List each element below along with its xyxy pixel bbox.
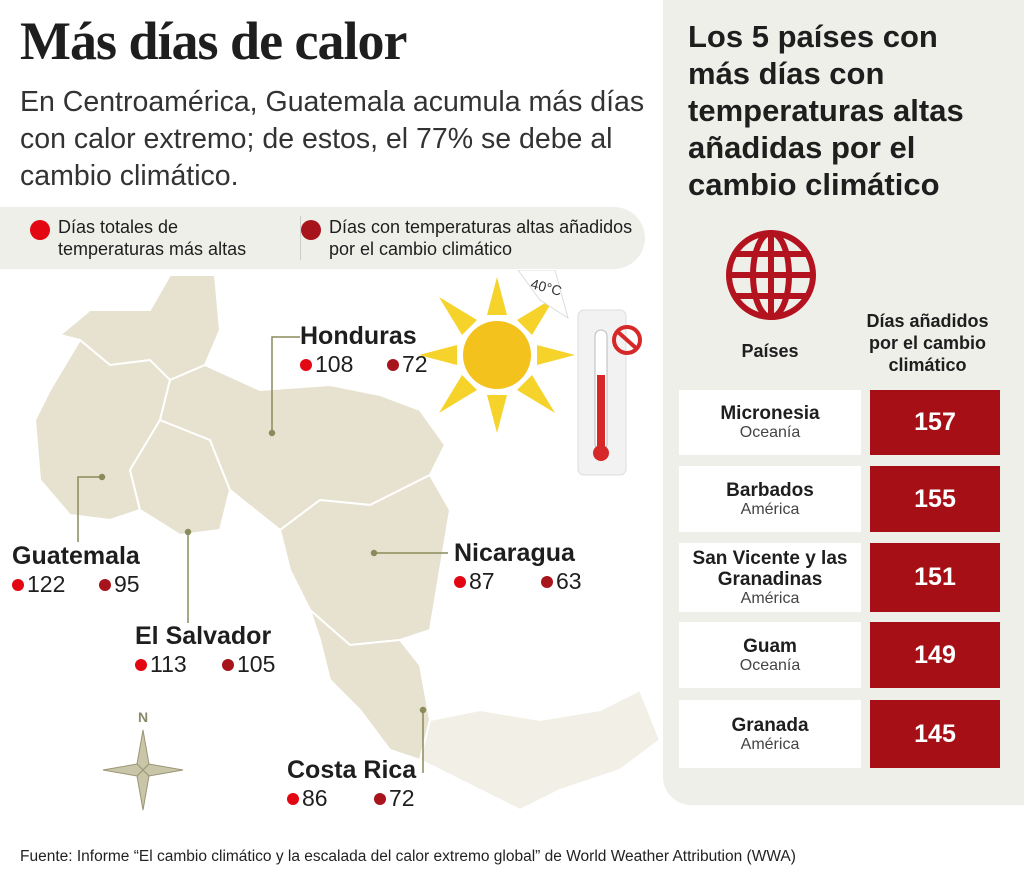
legend-label: Días totales de temperaturas más altas (58, 217, 247, 259)
country-name: Nicaragua (454, 539, 575, 567)
legend-item: Días totales de temperaturas más altas (30, 216, 280, 260)
value-dot (287, 792, 299, 805)
value-dot (135, 658, 147, 671)
country-value: 87 (469, 568, 495, 594)
value-dot (99, 578, 111, 591)
country-value: 108 (315, 351, 354, 377)
table-value: 149 (870, 622, 1000, 688)
country-name: Guatemala (12, 542, 140, 570)
table-row-country: Guam Oceanía (679, 622, 861, 688)
table-row-country: San Vicente y las Granadinas América (679, 543, 861, 612)
country-value: 95 (114, 571, 140, 597)
legend-label: Días con temperaturas altas añadidos por… (329, 217, 633, 259)
value-dot (541, 575, 553, 588)
value-dot (454, 575, 466, 588)
region-name: América (740, 500, 800, 518)
compass-label: N (138, 709, 148, 725)
country-name: San Vicente y las Granadinas (692, 547, 848, 590)
legend (0, 207, 645, 269)
country-values: 108 72 (300, 351, 452, 378)
region-name: Oceanía (739, 424, 801, 441)
country-values: 113 105 (135, 651, 287, 678)
region-name: América (740, 735, 800, 753)
region-name: América (740, 589, 800, 607)
panel-title: Los 5 países con más días con temperatur… (688, 19, 964, 202)
table-value: 155 (870, 466, 1000, 532)
table-row-country: Granada América (679, 700, 861, 768)
value-dot (222, 658, 234, 671)
table-header: Países (741, 341, 799, 361)
legend-item: Días con temperaturas altas añadidos por… (300, 216, 636, 260)
country-name: Micronesia (720, 403, 820, 424)
source: Fuente: Informe “El cambio climático y l… (20, 848, 796, 865)
country-name: El Salvador (135, 622, 272, 650)
region-name: Oceanía (739, 656, 801, 674)
country-value: 72 (402, 351, 428, 377)
table-header: Días añadidos por el cambio climático (866, 311, 989, 375)
country-value: 72 (389, 785, 415, 811)
country-name: Costa Rica (287, 756, 417, 784)
country-value: 122 (27, 571, 66, 597)
subtitle: En Centroamérica, Guatemala acumula más … (20, 86, 645, 192)
map: N 40°C (33, 270, 662, 812)
country-name: Granada (731, 714, 809, 736)
value-dot (374, 792, 386, 805)
country-values: 87 63 (454, 568, 606, 595)
title: Más días de calor (20, 11, 407, 71)
sun-icon (419, 277, 575, 433)
country-values: 86 72 (287, 785, 439, 812)
legend-dot (301, 220, 321, 240)
country-values: 122 95 (12, 571, 164, 598)
value-dot (12, 578, 24, 591)
country-value: 63 (556, 568, 582, 594)
value-dot (387, 358, 399, 371)
value-dot (300, 358, 312, 371)
table-value: 157 (870, 390, 1000, 455)
thermometer-icon (517, 270, 642, 476)
country-value: 105 (237, 651, 276, 677)
table-row-country: Barbados América (679, 466, 861, 532)
country-value: 113 (150, 651, 187, 677)
thermometer-label: 40°C (529, 275, 563, 299)
country-name: Barbados (726, 479, 814, 501)
country-name: Guam (743, 635, 797, 657)
country-value: 86 (302, 785, 328, 811)
table-row-country: Micronesia Oceanía (679, 390, 861, 455)
country-name: Honduras (300, 322, 417, 350)
table-value: 151 (870, 543, 1000, 612)
table-value: 145 (870, 700, 1000, 768)
legend-dot (30, 220, 50, 240)
globe-icon (726, 230, 816, 320)
